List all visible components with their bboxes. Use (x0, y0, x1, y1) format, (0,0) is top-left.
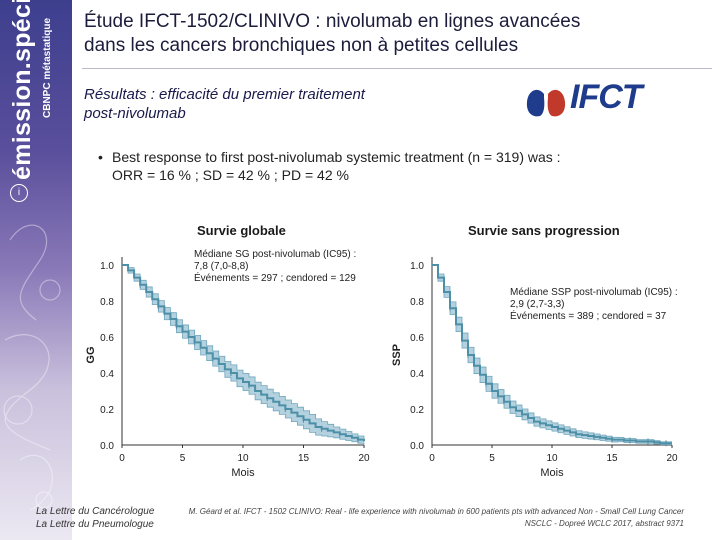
x-tick-label: 5 (489, 453, 495, 464)
ci-upper-line (122, 264, 365, 439)
x-tick-label: 20 (358, 453, 370, 464)
page-title: Étude IFCT-1502/CLINIVO : nivolumab en l… (84, 10, 714, 58)
y-axis-label: GG (85, 346, 97, 363)
y-tick-label: 1.0 (410, 261, 424, 272)
ci-lower-line (122, 264, 365, 445)
brand-subtitle: CBNPC métastatique (42, 17, 53, 118)
chart-title: Survie sans progression (468, 223, 620, 238)
annotation-line-2: 7,8 (7,0-8,8) (194, 261, 249, 272)
best-response-bullet: • Best response to first post-nivolumab … (98, 148, 692, 184)
footer-line-1: La Lettre du Cancérologue (36, 506, 155, 517)
subtitle-line-1: Résultats : efficacité du premier traite… (84, 86, 365, 103)
brand-label: émission.spéciale (8, 0, 36, 180)
annotation-line-1: Médiane SG post-nivolumab (IC95) : (194, 249, 357, 260)
footer-line-2: La Lettre du Pneumologue (36, 519, 154, 530)
flower-texture-decoration (3, 224, 61, 511)
annotation-line-2: 2,9 (2,7-3,3) (510, 299, 565, 310)
title-line-1: Étude IFCT-1502/CLINIVO : nivolumab en l… (84, 11, 581, 32)
ci-lower-line (432, 264, 672, 446)
logo-text: IFCT (570, 78, 643, 116)
bullet-dot-icon: • (98, 149, 103, 165)
chart-annotation: Médiane SG post-nivolumab (IC95) : 7,8 (… (194, 249, 356, 285)
ifct-logo: IFCT (524, 76, 664, 120)
x-tick-label: 5 (180, 453, 186, 464)
x-tick-label: 15 (298, 453, 310, 464)
y-tick-label: 0.2 (410, 405, 424, 416)
sidebar: émission.spéciale CBNPC métastatique i (0, 0, 72, 540)
chart-overall-survival: Survie globale Médiane SG post-nivolumab… (72, 215, 392, 495)
annotation-line-3: Événements = 297 ; cendored = 129 (194, 273, 356, 284)
x-tick-label: 20 (666, 453, 678, 464)
annotation-line-1: Médiane SSP post-nivolumab (IC95) : (510, 287, 678, 298)
chart-title: Survie globale (197, 223, 286, 238)
survival-curve (432, 264, 672, 445)
reference-line-2: NSCLC - Dopreé WCLC 2017, abstract 9371 (524, 519, 684, 528)
confidence-band (122, 265, 364, 444)
info-icon: i (10, 184, 28, 202)
y-tick-label: 0.6 (410, 333, 424, 344)
footer-publication: La Lettre du Cancérologue La Lettre du P… (36, 505, 154, 531)
chart-progression-free-survival: Survie sans progression Médiane SSP post… (380, 215, 700, 495)
x-tick-label: 10 (546, 453, 558, 464)
y-tick-label: 0.0 (100, 441, 114, 452)
lung-icon (526, 82, 566, 117)
y-tick-label: 0.8 (100, 297, 114, 308)
y-axis-label: SSP (391, 344, 403, 366)
footer-reference: M. Géard et al. IFCT - 1502 CLINIVO: Rea… (180, 506, 684, 530)
y-tick-label: 0.2 (100, 405, 114, 416)
bullet-line-1: Best response to first post-nivolumab sy… (112, 149, 561, 165)
x-tick-label: 0 (429, 453, 435, 464)
x-axis-label: Mois (540, 467, 564, 479)
y-tick-label: 0.4 (100, 369, 114, 380)
y-tick-label: 1.0 (100, 261, 114, 272)
y-tick-label: 0.6 (100, 333, 114, 344)
survival-curve (122, 264, 365, 442)
title-divider (82, 68, 712, 69)
chart-plot-area: 0.0 0.2 0.4 0.6 0.8 1.0 0 5 10 15 20 Mois SSP (391, 257, 678, 479)
x-tick-label: 0 (119, 453, 125, 464)
section-subtitle: Résultats : efficacité du premier traite… (84, 85, 424, 123)
reference-line-1: M. Géard et al. IFCT - 1502 CLINIVO: Rea… (188, 507, 684, 516)
bullet-line-2: ORR = 16 % ; SD = 42 % ; PD = 42 % (112, 167, 349, 183)
subtitle-line-2: post-nivolumab (84, 105, 186, 122)
y-tick-label: 0.0 (410, 441, 424, 452)
title-line-2: dans les cancers bronchiques non à petit… (84, 35, 519, 56)
x-tick-label: 10 (237, 453, 249, 464)
y-tick-label: 0.8 (410, 297, 424, 308)
annotation-line-3: Événements = 389 ; cendored = 37 (510, 311, 667, 322)
x-tick-label: 15 (606, 453, 618, 464)
x-axis-label: Mois (231, 467, 255, 479)
chart-plot-area: 0.0 0.2 0.4 0.6 0.8 1.0 0 5 10 15 20 Mois GG (85, 257, 370, 479)
chart-annotation: Médiane SSP post-nivolumab (IC95) : 2,9 … (510, 287, 678, 323)
ci-upper-line (432, 264, 672, 443)
y-tick-label: 0.4 (410, 369, 424, 380)
